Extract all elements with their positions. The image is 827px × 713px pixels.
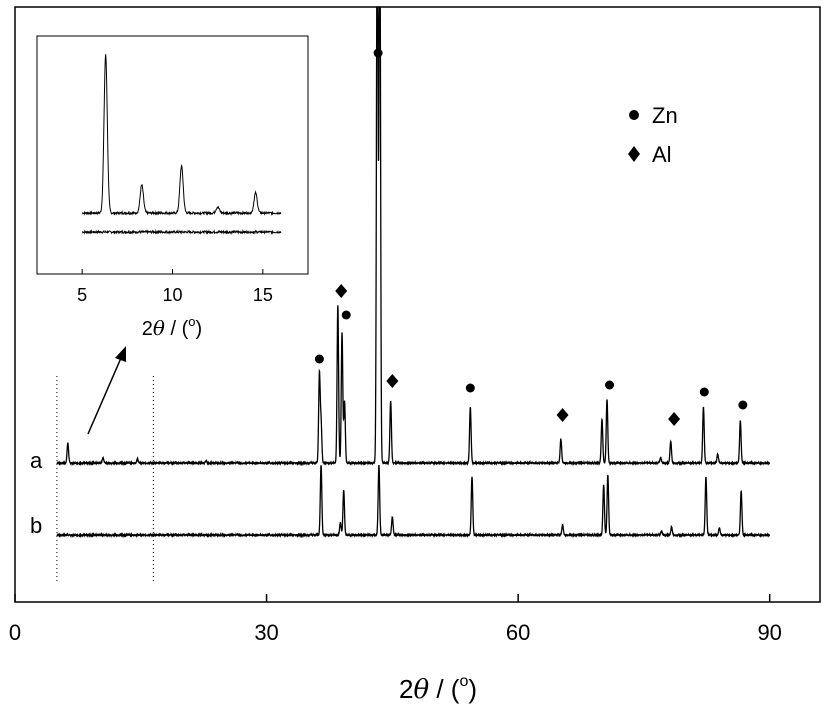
legend-diamond-marker (628, 146, 640, 162)
al-marker-4 (386, 374, 399, 388)
x-tick-label-0: 0 (9, 620, 21, 645)
series-b-trace (56, 464, 771, 539)
inset-x-tick-label-15: 15 (253, 285, 273, 305)
series-a-label: a (30, 448, 43, 473)
inset-chart: 5 10 15 2θ / (o) (36, 35, 309, 340)
phase-markers (314, 48, 748, 426)
zn-marker-7 (605, 380, 615, 390)
al-marker-1 (335, 284, 348, 298)
zn-marker-0 (314, 354, 324, 364)
legend-label-zn: Zn (652, 103, 678, 128)
legend-label-al: Al (652, 142, 672, 167)
zn-marker-3 (373, 48, 383, 58)
x-tick-label-30: 30 (254, 620, 278, 645)
al-marker-8 (668, 412, 681, 426)
inset-series-b-trace (81, 229, 282, 236)
legend-circle-marker (629, 110, 639, 120)
x-tick-label-60: 60 (506, 620, 530, 645)
zn-marker-2 (341, 310, 351, 320)
inset-series-a-trace (81, 54, 282, 217)
series-b-label: b (30, 513, 42, 538)
zn-marker-10 (738, 400, 748, 410)
legend: Zn Al (628, 103, 678, 167)
zn-marker-5 (465, 383, 475, 393)
inset-x-axis-ticks: 5 10 15 (77, 269, 273, 305)
x-tick-label-90: 90 (757, 620, 781, 645)
inset-x-tick-label-10: 10 (162, 285, 182, 305)
inset-x-tick-label-5: 5 (77, 285, 87, 305)
x-axis-title: 2θ / (o) (399, 673, 477, 705)
series-a-trace (56, 6, 771, 467)
inset-plot-frame (36, 35, 309, 275)
inset-x-axis-title: 2θ / (o) (142, 314, 202, 340)
x-axis-ticks: 0 30 60 90 (9, 594, 782, 645)
al-marker-6 (556, 408, 569, 422)
main-plot-frame (14, 6, 821, 603)
inset-pointer-arrow (87, 346, 126, 435)
zn-marker-9 (699, 387, 709, 397)
